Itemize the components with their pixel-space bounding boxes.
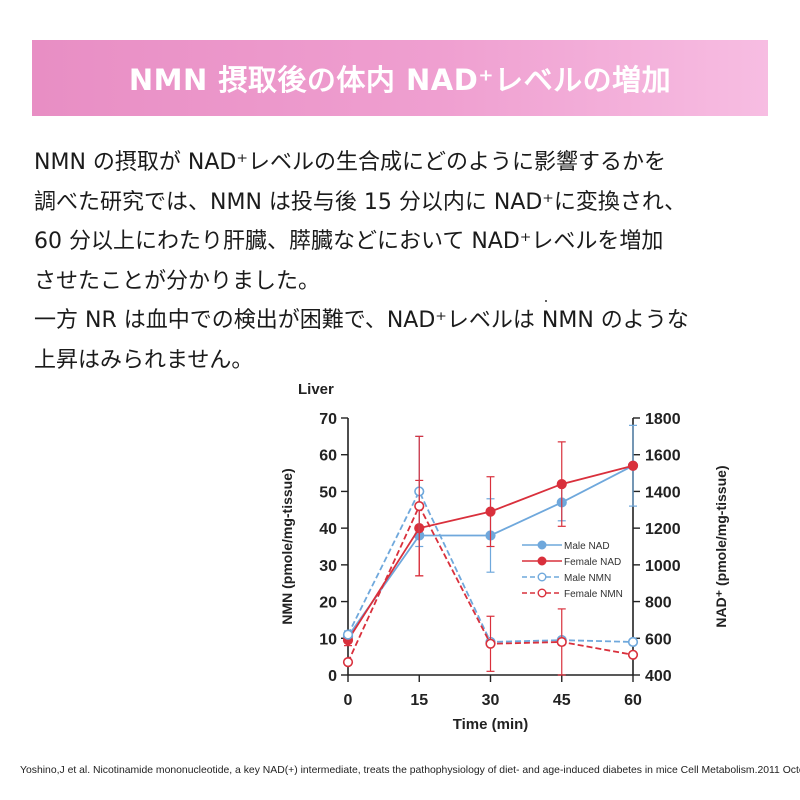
data-point (627, 649, 639, 660)
legend-marker (537, 588, 547, 598)
legend-label: Female NMN (564, 589, 623, 600)
chart-title: Liver (298, 381, 334, 398)
x-tick-label: 30 (482, 692, 500, 709)
body-line: させたことが分かりました。 (34, 268, 321, 294)
left-tick-label: 0 (328, 668, 337, 685)
stray-dot (545, 300, 547, 302)
x-tick-label: 0 (344, 692, 353, 709)
right-tick-label: 1600 (645, 448, 681, 465)
right-tick-label: 1400 (645, 484, 681, 501)
left-tick-label: 30 (319, 558, 337, 575)
citation: Yoshino,J et al. Nicotinamide mononucleo… (20, 765, 800, 776)
y-axis-label-right: NAD⁺ (pmole/mg-tissue) (713, 465, 729, 627)
data-point (556, 478, 567, 490)
body-line: 60 分以上にわたり肝臓、膵臓などにおいて NAD⁺レベルを増加 (34, 229, 664, 254)
left-tick-label: 60 (319, 448, 337, 465)
left-tick-label: 70 (319, 411, 337, 428)
data-point (627, 460, 639, 471)
data-point (556, 636, 567, 648)
right-tick-label: 400 (645, 668, 672, 685)
legend-marker (537, 556, 547, 566)
data-point (627, 636, 639, 648)
x-tick-label: 60 (624, 692, 642, 709)
legend-marker (537, 540, 547, 550)
x-axis-label: Time (min) (453, 716, 529, 733)
legend-marker (537, 572, 547, 582)
left-tick-label: 40 (319, 521, 337, 538)
liver-chart: Liver01020304050607040060080010001200140… (279, 381, 729, 733)
body-line: 上昇はみられません。 (34, 347, 254, 373)
x-tick-label: 45 (553, 692, 571, 709)
right-tick-label: 1800 (645, 411, 681, 428)
data-point (485, 506, 496, 517)
right-tick-label: 600 (645, 631, 672, 648)
body-line: 調べた研究では、NMN は投与後 15 分以内に NAD⁺に変換され、 (34, 189, 687, 215)
data-point (485, 638, 496, 649)
page-title: NMN 摂取後の体内 NAD⁺レベルの増加 (128, 63, 672, 97)
right-tick-label: 800 (645, 595, 672, 612)
right-tick-label: 1200 (645, 521, 681, 538)
y-axis-label-left: NMN (pmole/mg-tissue) (279, 468, 295, 624)
left-tick-label: 10 (319, 631, 337, 648)
data-point (342, 629, 354, 640)
data-point (342, 657, 354, 668)
x-tick-label: 15 (410, 692, 428, 709)
body-line: 一方 NR は血中での検出が困難で、NAD⁺レベルは NMN のような (34, 308, 689, 333)
legend-label: Male NAD (564, 541, 610, 552)
right-tick-label: 1000 (645, 558, 681, 575)
legend-label: Male NMN (564, 573, 611, 584)
left-tick-label: 20 (319, 595, 337, 612)
body-line: NMN の摂取が NAD⁺レベルの生合成にどのように影響するかを (34, 150, 666, 175)
left-tick-label: 50 (319, 484, 337, 501)
body-text: NMN の摂取が NAD⁺レベルの生合成にどのように影響するかを 調べた研究では… (34, 143, 774, 380)
title-banner: NMN 摂取後の体内 NAD⁺レベルの増加 (32, 40, 768, 116)
data-point (414, 501, 425, 512)
legend-label: Female NAD (564, 557, 621, 568)
